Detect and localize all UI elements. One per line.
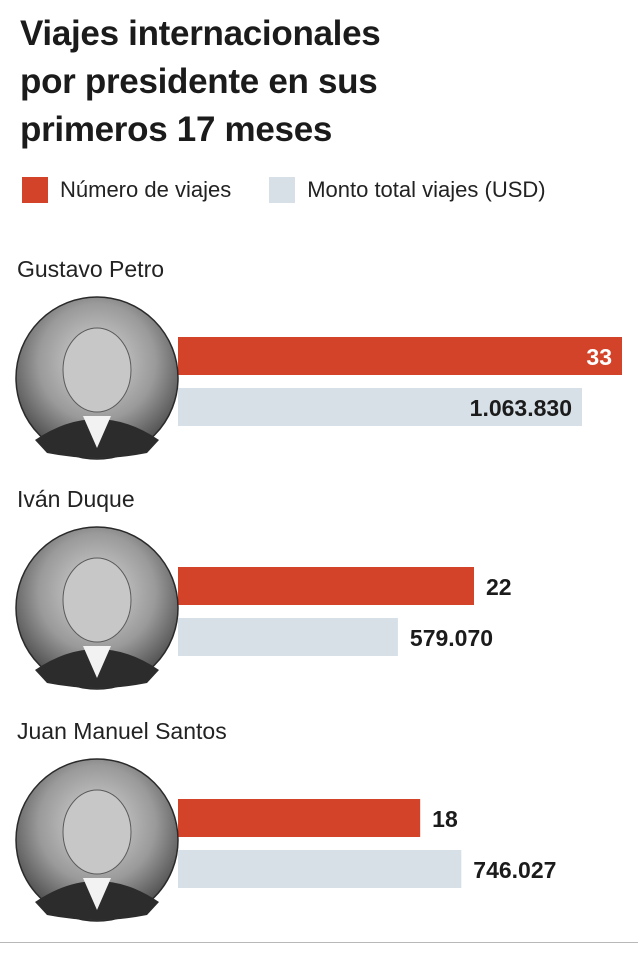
legend-label-monto: Monto total viajes (USD) [307,177,546,202]
chart-title-line-2: por presidente en sus [20,62,378,101]
chart-legend: Número de viajes Monto total viajes (USD… [22,174,584,206]
bar-viajes-santos [178,799,421,837]
bar-viajes-duque [178,567,474,605]
legend-swatch-monto [269,177,296,203]
chart-title-line-1: Viajes internacionales [20,14,381,53]
portrait-head-petro [62,327,132,413]
value-label-monto-duque: 579.070 [410,625,493,651]
category-label-petro: Gustavo Petro [17,256,164,282]
value-label-viajes-duque: 22 [486,574,512,600]
bar-viajes-petro [178,337,622,375]
portrait-santos [15,758,179,922]
portrait-collar-duque [83,646,111,678]
legend-label-viajes: Número de viajes [60,177,232,202]
value-label-monto-santos: 746.027 [473,857,556,883]
bar-monto-petro [178,388,582,426]
portrait-head-duque [62,557,132,643]
legend-item-viajes: Número de viajes [22,177,231,203]
category-label-santos: Juan Manuel Santos [17,718,227,744]
portrait-collar-petro [83,416,111,448]
legend-swatch-viajes [22,177,48,203]
bar-monto-santos [178,850,462,888]
category-label-duque: Iván Duque [17,486,135,512]
legend-item-monto: Monto total viajes (USD) [269,177,546,203]
portrait-petro [15,296,179,460]
bottom-divider [0,942,638,943]
portrait-collar-santos [83,878,111,910]
chart-title: Viajes internacionales por presidente en… [20,10,620,154]
value-label-monto-petro: 1.063.830 [470,395,572,421]
bar-monto-duque [178,618,398,656]
chart-title-line-3: primeros 17 meses [20,110,333,149]
chart-layer: Gustavo Petro 33 1.063.830 Iván Duque 22 579.… [15,256,622,922]
value-label-viajes-petro: 33 [586,344,612,370]
value-label-viajes-santos: 18 [432,806,458,832]
portrait-duque [15,526,179,690]
portrait-head-santos [62,789,132,875]
